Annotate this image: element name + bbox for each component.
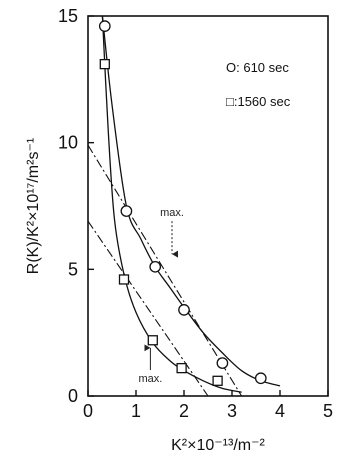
- x-tick-label: 0: [83, 401, 93, 421]
- y-tick-label: 0: [68, 386, 78, 406]
- series-610-tangent-line: [88, 144, 243, 396]
- max-annotation: max.: [160, 207, 184, 219]
- series-1560-point: [118, 274, 130, 285]
- series-610-point: [120, 205, 133, 217]
- x-tick-label: 1: [131, 401, 141, 421]
- series-610-point: [178, 304, 190, 316]
- series-1560-point: [212, 375, 223, 386]
- series-1560-tangent-line: [88, 220, 209, 396]
- plot-area: max. max.: [87, 15, 329, 397]
- series-1560-point: [176, 362, 187, 374]
- series-610-point: [98, 20, 111, 32]
- series-610-fit-curve: [101, 16, 281, 387]
- series-610-point: [149, 260, 162, 273]
- legend: O: 610 sec □:1560 sec: [226, 60, 291, 109]
- y-tick-label: 15: [58, 6, 78, 26]
- x-tick-label: 2: [179, 401, 189, 421]
- series-1560-fit-curve: [101, 16, 242, 393]
- x-axis-label: K²×10⁻¹³/m⁻²: [171, 437, 265, 454]
- y-axis-label: R(K)/K²×10¹⁷/m²s⁻¹: [25, 138, 42, 274]
- x-tick-label: 5: [323, 401, 333, 421]
- series-1560-point: [147, 335, 158, 346]
- y-tick-label: 5: [68, 259, 78, 279]
- y-tick-label: 10: [58, 133, 78, 153]
- series-610-point: [254, 372, 267, 385]
- series-1560-point: [99, 58, 110, 70]
- y-tick-labels: 0 5 10 15: [58, 6, 78, 406]
- x-tick-label: 4: [275, 401, 285, 421]
- legend-item-label: □:1560 sec: [226, 94, 291, 109]
- max-annotation: max.: [138, 373, 162, 385]
- x-tick-label: 3: [227, 401, 237, 421]
- x-tick-labels: 0 1 2 3 4 5: [83, 401, 333, 421]
- series-610-point: [216, 357, 229, 369]
- legend-item-label: O: 610 sec: [226, 60, 289, 75]
